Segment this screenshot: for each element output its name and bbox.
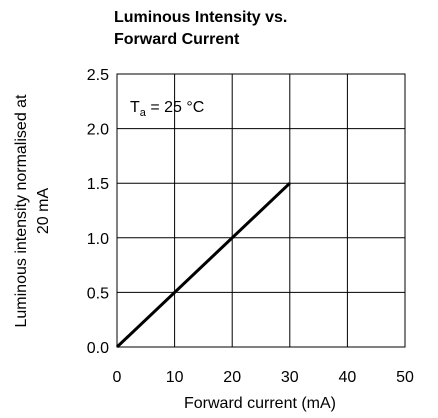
y-axis-label-line-1: Luminous intensity normalised at [13, 94, 30, 328]
y-tick-labels: 0.0 0.5 1.0 1.5 2.0 2.5 [87, 67, 109, 357]
y-tick-label: 1.0 [87, 231, 109, 248]
x-axis-label: Forward current (mA) [184, 395, 336, 412]
series-group [115, 182, 291, 349]
chart-title-line-2: Forward Current [114, 31, 240, 48]
y-tick-label: 0.5 [87, 285, 109, 302]
annotation-subscript: a [140, 107, 147, 119]
annotation-rest: = 25 °C [146, 99, 204, 116]
chart-title-line-1: Luminous Intensity vs. [114, 9, 288, 26]
y-tick-label: 1.5 [87, 176, 109, 193]
plot-frame [116, 73, 406, 348]
temperature-annotation: Ta = 25 °C [130, 99, 204, 119]
chart-title: Luminous Intensity vs. Forward Current [114, 7, 287, 51]
x-tick-label: 40 [339, 369, 357, 386]
annotation-main: T [130, 99, 140, 116]
y-axis-label: Luminous intensity normalised at 20 mA [13, 94, 52, 328]
y-tick-label: 0.0 [87, 340, 109, 357]
x-tick-label: 20 [223, 369, 241, 386]
y-axis-label-line-2: 20 mA [35, 188, 52, 235]
x-tick-label: 30 [281, 369, 299, 386]
y-tick-label: 2.5 [87, 67, 109, 84]
x-tick-labels: 0 10 20 30 40 50 [113, 369, 414, 386]
x-tick-label: 50 [396, 369, 414, 386]
x-tick-label: 0 [113, 369, 122, 386]
y-tick-label: 2.0 [87, 122, 109, 139]
series-line [115, 182, 291, 349]
x-tick-label: 10 [166, 369, 184, 386]
